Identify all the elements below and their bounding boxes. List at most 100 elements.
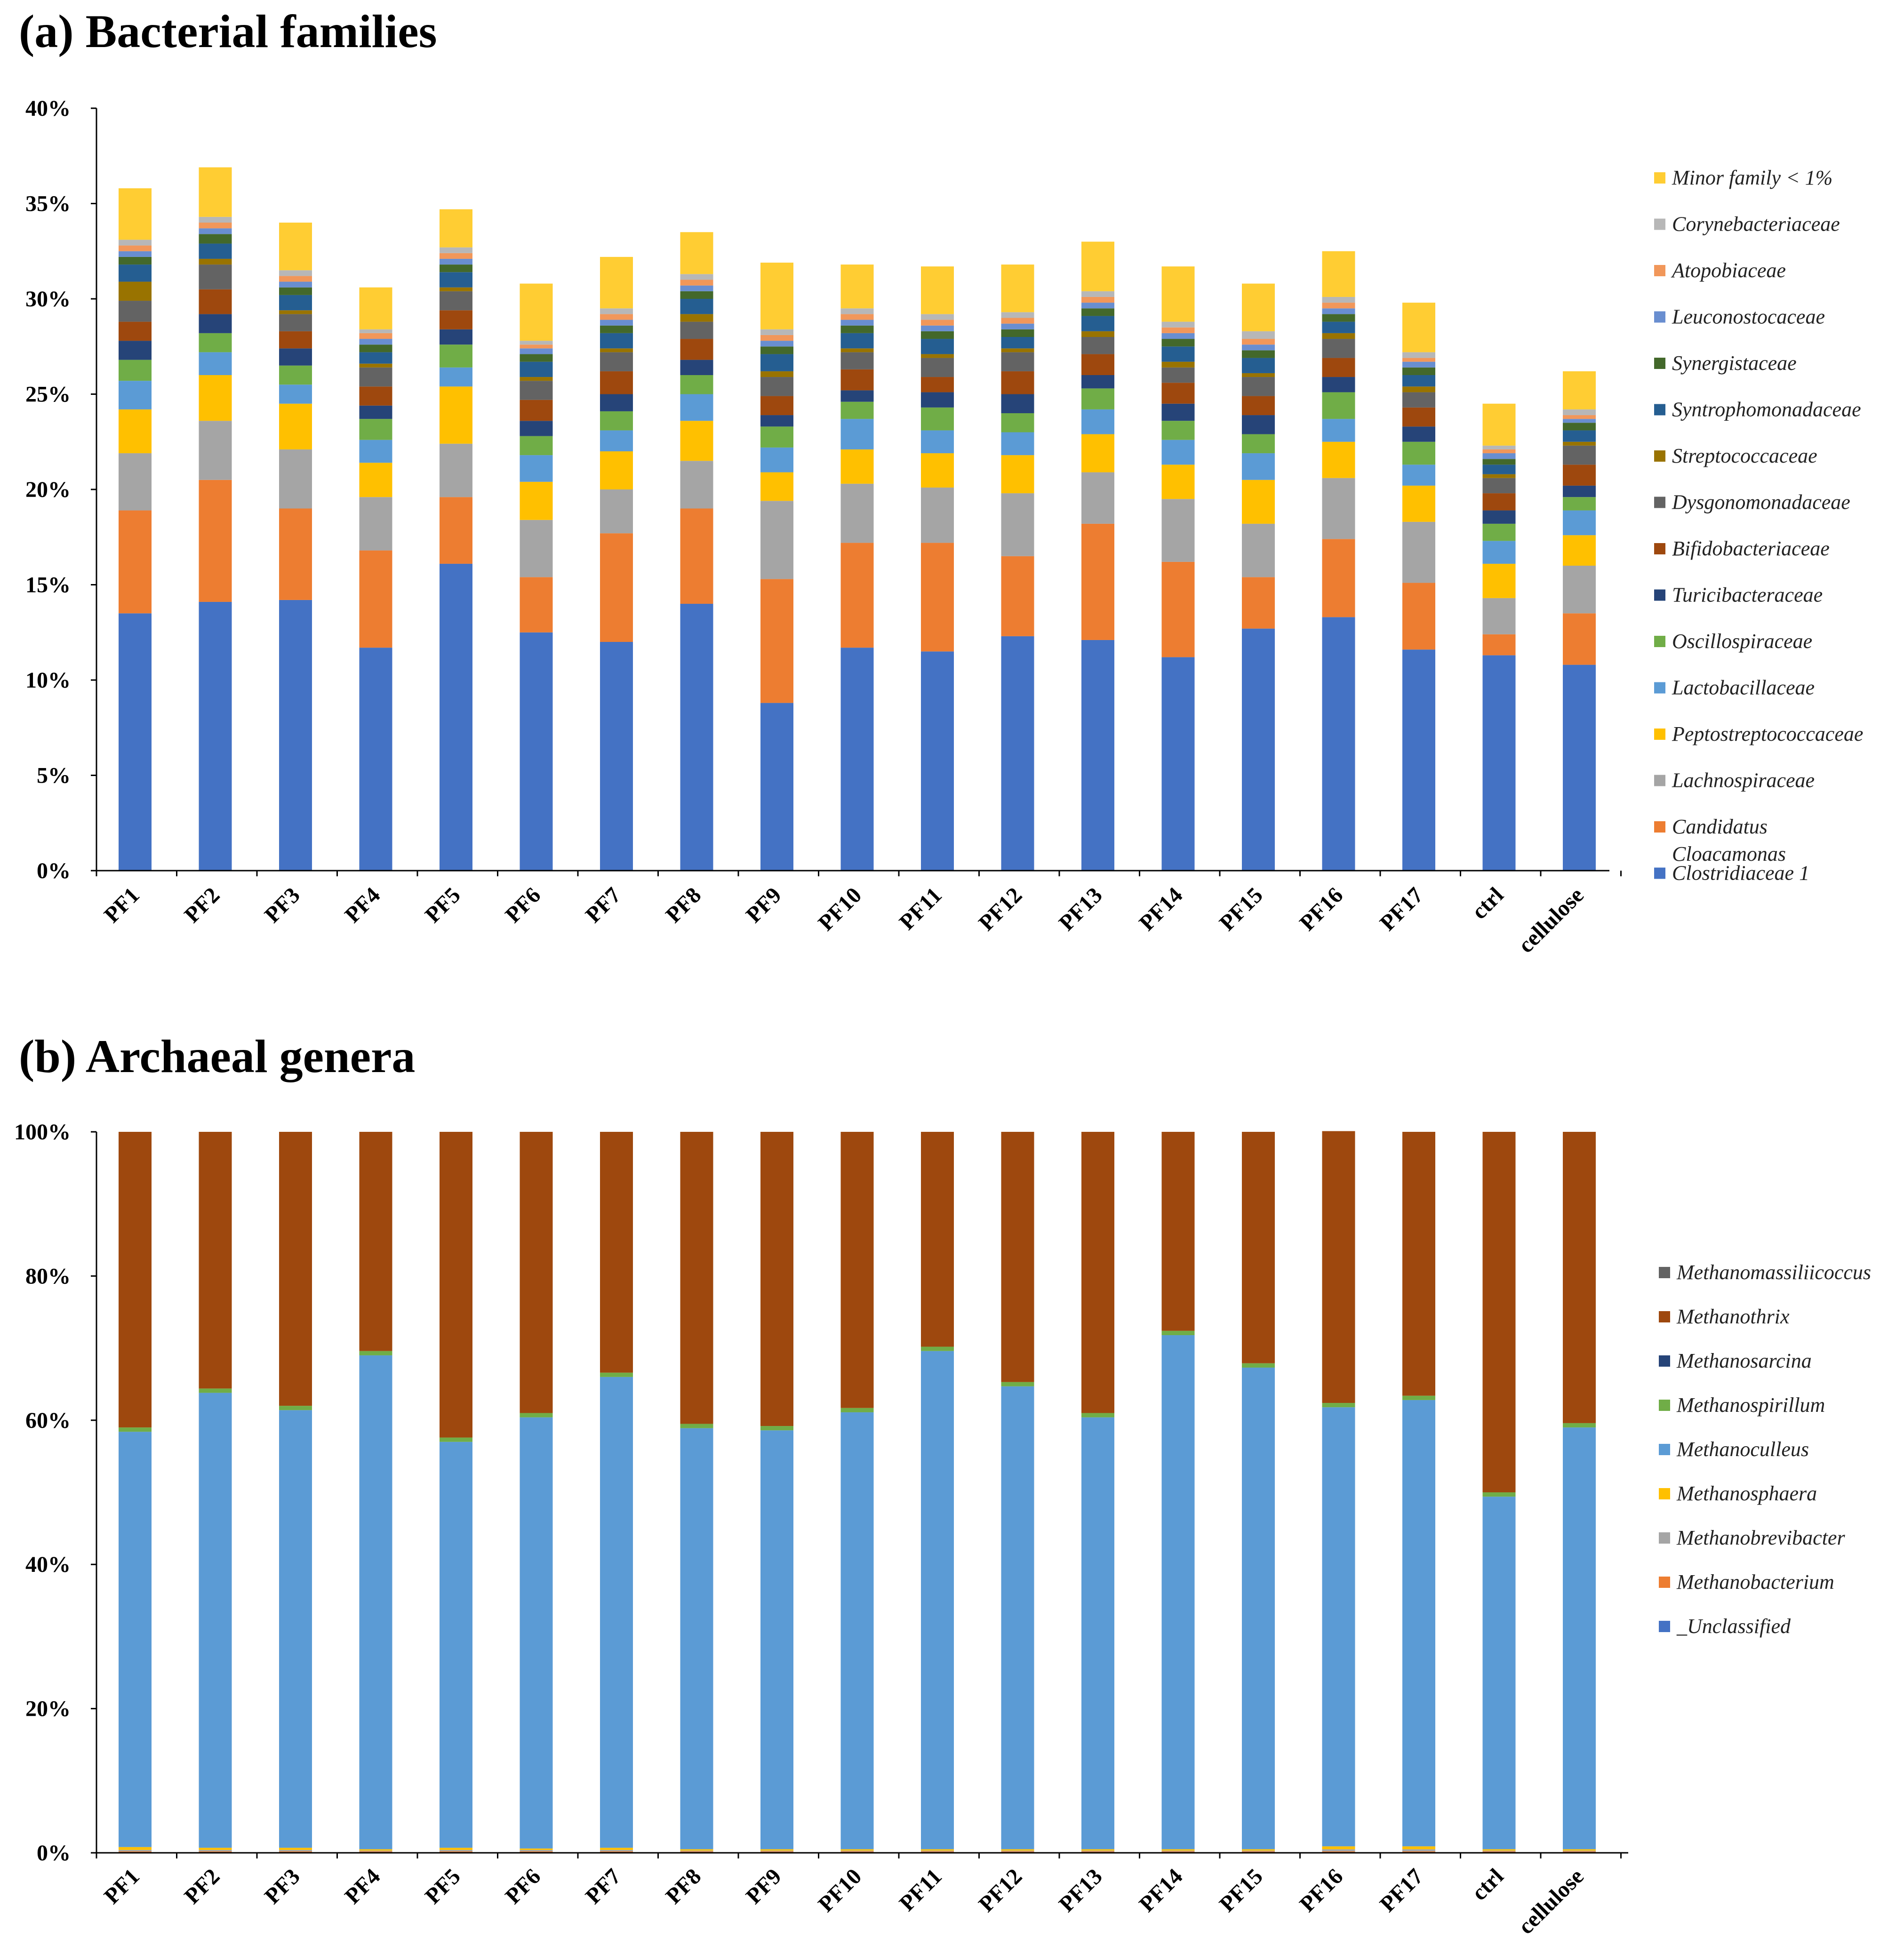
a-bar-pf5-lachnospiraceae — [440, 443, 472, 497]
a-bar-cellulose-syntrophomonadaceae — [1563, 430, 1596, 442]
a-bar-pf16-leuconostocaceae — [1322, 308, 1355, 314]
b-bar-pf9-methanobrevibacter — [760, 1850, 793, 1851]
a-bar-pf8-lactobacillaceae — [680, 394, 713, 421]
a-legend-label-candidatus-cloacamonas: Candidatus Cloacamonas — [1672, 815, 1786, 865]
a-bar-pf7-streptococcaceae — [600, 348, 633, 352]
b-bar-pf10-methanospirillum — [840, 1408, 874, 1412]
a-y-tick-label: 0% — [37, 858, 71, 883]
a-bar-pf2-turicibacteraceae — [199, 314, 232, 333]
a-bar-pf10-peptostreptococcaceae — [840, 449, 874, 484]
a-legend-swatch-atopobiaceae — [1654, 265, 1665, 276]
b-bar-pf11-methanospirillum — [921, 1346, 954, 1351]
a-bar-pf2-atopobiaceae — [199, 223, 232, 229]
a-bar-pf7-oscillospiraceae — [600, 411, 633, 431]
b-y-tick-label: 60% — [25, 1408, 71, 1433]
b-bar-pf12-methanobrevibacter — [1001, 1850, 1034, 1851]
a-x-tick-label-pf5: PF5 — [420, 882, 465, 928]
a-bar-pf17-candidatus-cloacamonas — [1402, 583, 1435, 650]
a-bar-pf8-streptococcaceae — [680, 314, 713, 322]
b-x-tick-label-pf17: PF17 — [1375, 1864, 1428, 1917]
a-bar-pf10-streptococcaceae — [840, 348, 874, 352]
a-bar-pf17-clostridiaceae-1 — [1402, 649, 1435, 871]
a-bar-pf15-atopobiaceae — [1242, 339, 1275, 345]
a-bar-pf2-bifidobacteriaceae — [199, 289, 232, 314]
a-bar-pf6-streptococcaceae — [520, 377, 553, 381]
a-bar-pf6-leuconostocaceae — [520, 348, 553, 354]
a-bar-pf11-clostridiaceae-1 — [921, 651, 954, 871]
b-legend-swatch-methanospirillum — [1659, 1400, 1670, 1411]
b-x-tick-label-pf2: PF2 — [179, 1864, 224, 1909]
a-bar-pf16-lachnospiraceae — [1322, 478, 1355, 539]
a-bar-pf11-dysgonomonadaceae — [921, 358, 954, 377]
a-bar-pf17-bifidobacteriaceae — [1402, 407, 1435, 427]
a-bar-pf5-leuconostocaceae — [440, 258, 472, 265]
a-bar-pf1-minor-family-1 — [119, 188, 152, 240]
b-bar-pf13-methanothrix — [1081, 1132, 1114, 1413]
a-bar-pf12-corynebacteriaceae — [1001, 312, 1034, 318]
b-bar-ctrl-methanobacterium — [1482, 1851, 1516, 1852]
a-bar-pf10-turicibacteraceae — [840, 390, 874, 402]
b-bar-pf8-methanobacterium — [680, 1851, 713, 1852]
a-bar-pf14-bifidobacteriaceae — [1161, 383, 1195, 404]
b-bar-pf14-methanothrix — [1161, 1132, 1195, 1331]
a-x-tick-label-pf16: PF16 — [1295, 882, 1348, 936]
b-legend-label-methanoculleus: Methanoculleus — [1676, 1438, 1809, 1461]
b-bar-pf2-methanospirillum — [199, 1388, 232, 1393]
a-bar-cellulose-streptococcaceae — [1563, 441, 1596, 446]
b-bar-pf14-methanoculleus — [1161, 1335, 1195, 1850]
a-bar-pf7-synergistaceae — [600, 325, 633, 333]
b-x-tick-label-pf14: PF14 — [1134, 1864, 1187, 1917]
a-bar-pf9-minor-family-1 — [760, 263, 793, 329]
a-bar-pf14-lactobacillaceae — [1161, 440, 1195, 465]
b-bar-pf8-methanoculleus — [680, 1428, 713, 1850]
b-bar-pf5-methanobrevibacter — [440, 1850, 472, 1851]
b-x-tick-label-pf1: PF1 — [99, 1864, 144, 1909]
b-bar-pf9-methanothrix — [760, 1132, 793, 1426]
a-y-tick-label: 15% — [25, 573, 71, 598]
a-bar-cellulose-corynebacteriaceae — [1563, 409, 1596, 416]
a-bar-pf17-peptostreptococcaceae — [1402, 485, 1435, 522]
a-y-tick-label: 20% — [25, 477, 71, 502]
b-legend-label-methanospirillum: Methanospirillum — [1676, 1393, 1825, 1417]
a-bar-pf16-turicibacteraceae — [1322, 377, 1355, 392]
a-bar-pf3-turicibacteraceae — [279, 348, 312, 366]
a-bar-pf8-minor-family-1 — [680, 232, 713, 274]
a-bar-pf13-lachnospiraceae — [1081, 472, 1114, 524]
chart-b: 0% 20% 40% 60% 80% 100% PF1 PF2 PF3 PF4 PF5 PF6 PF7 P… — [14, 1120, 1871, 1939]
a-bar-pf15-peptostreptococcaceae — [1242, 480, 1275, 524]
a-y-tick-label: 30% — [25, 287, 71, 312]
a-bar-pf8-synergistaceae — [680, 291, 713, 299]
b-bar-pf3-methanobacterium — [279, 1851, 312, 1852]
a-legend-label-clostridiaceae-1: Clostridiaceae 1 — [1672, 862, 1809, 885]
a-bar-pf12-clostridiaceae-1 — [1001, 636, 1034, 871]
a-bar-pf13-clostridiaceae-1 — [1081, 640, 1114, 871]
b-bar-pf15-methanospirillum — [1242, 1363, 1275, 1368]
a-bar-pf11-corynebacteriaceae — [921, 314, 954, 320]
a-bar-pf16-atopobiaceae — [1322, 303, 1355, 309]
a-bar-pf11-candidatus-cloacamonas — [921, 543, 954, 652]
a-legend-label-lachnospiraceae: Lachnospiraceae — [1672, 769, 1815, 792]
a-bar-pf11-bifidobacteriaceae — [921, 377, 954, 392]
a-bar-pf5-syntrophomonadaceae — [440, 272, 472, 288]
b-bar-ctrl-methanospirillum — [1482, 1492, 1516, 1497]
b-bar-pf15-methanosphaera — [1242, 1849, 1275, 1851]
a-y-tick-label: 35% — [25, 192, 71, 216]
a-bar-pf14-minor-family-1 — [1161, 266, 1195, 322]
a-bar-pf1-turicibacteraceae — [119, 341, 152, 360]
a-legend-swatch-candidatus-cloacamonas — [1654, 821, 1665, 833]
a-bar-pf2-leuconostocaceae — [199, 228, 232, 234]
a-bar-pf3-oscillospiraceae — [279, 365, 312, 385]
a-bar-pf3-streptococcaceae — [279, 310, 312, 314]
a-bar-ctrl-dysgonomonadaceae — [1482, 478, 1516, 494]
a-bar-pf13-corynebacteriaceae — [1081, 291, 1114, 297]
a-bar-pf9-lachnospiraceae — [760, 501, 793, 579]
a-bar-pf15-lactobacillaceae — [1242, 453, 1275, 480]
a-bar-pf6-atopobiaceae — [520, 344, 553, 349]
a-bar-pf3-lactobacillaceae — [279, 384, 312, 404]
a-bar-ctrl-lactobacillaceae — [1482, 541, 1516, 564]
a-legend-swatch-streptococcaceae — [1654, 450, 1665, 462]
a-bar-pf16-bifidobacteriaceae — [1322, 358, 1355, 377]
a-bar-pf1-candidatus-cloacamonas — [119, 510, 152, 614]
a-y-tick-label: 10% — [25, 668, 71, 693]
a-bar-pf9-syntrophomonadaceae — [760, 354, 793, 371]
